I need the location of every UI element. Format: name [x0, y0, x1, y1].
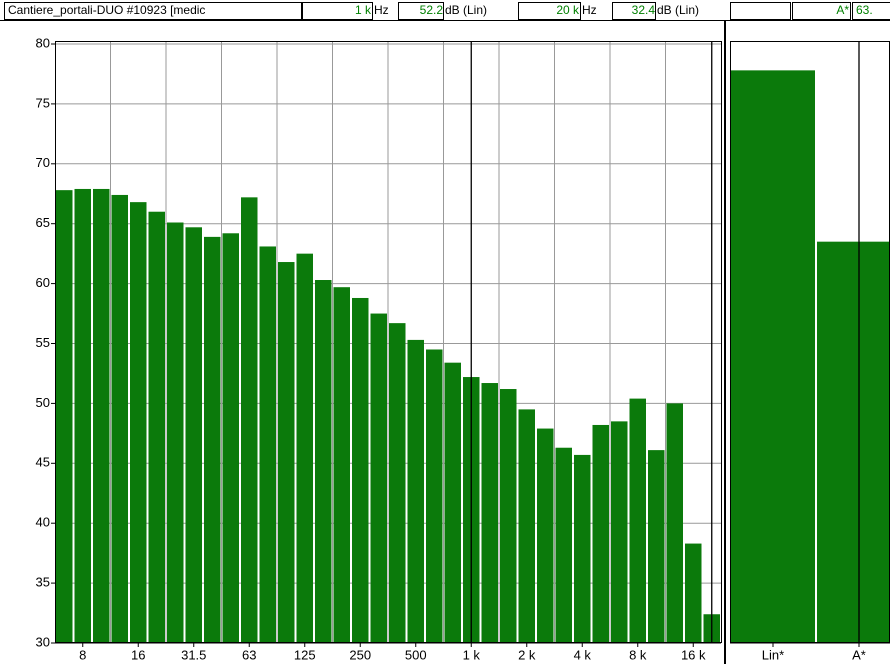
bar — [241, 197, 258, 643]
bar — [296, 253, 313, 643]
bar — [74, 188, 91, 643]
bar — [167, 222, 184, 643]
x-tick-label: 16 k — [681, 647, 706, 662]
overall-level: 63. — [856, 3, 873, 17]
x-tick-label: A* — [852, 647, 866, 662]
bar — [537, 428, 554, 643]
y-tick-label: 80 — [36, 35, 50, 50]
x-tick-label: 250 — [349, 647, 371, 662]
bar — [481, 383, 498, 643]
x-tick-label: 1 k — [463, 647, 481, 662]
bar — [222, 233, 239, 643]
y-tick-label: 75 — [36, 95, 50, 110]
cursor1-unit: Hz — [374, 3, 389, 17]
bar — [93, 188, 110, 643]
weighting-box — [792, 2, 851, 20]
y-tick-label: 55 — [36, 335, 50, 350]
y-tick-label: 40 — [36, 515, 50, 530]
bar — [148, 211, 165, 643]
y-tick-label: 30 — [36, 634, 50, 649]
bar — [555, 447, 572, 643]
y-tick-label: 65 — [36, 215, 50, 230]
bar — [592, 424, 609, 643]
bar — [518, 409, 535, 643]
cursor2-level-unit: dB (Lin) — [657, 3, 699, 17]
x-tick-label: 16 — [131, 647, 145, 662]
bar — [278, 262, 295, 643]
bar — [611, 421, 628, 643]
bar — [444, 362, 461, 643]
x-tick-label: Lin* — [762, 647, 784, 662]
x-tick-label: 8 k — [629, 647, 647, 662]
cursor2-freq: 20 k — [556, 3, 580, 17]
cursor2-level: 32.4 — [632, 3, 656, 17]
freq-box — [518, 2, 581, 20]
y-tick-label: 45 — [36, 455, 50, 470]
bar — [731, 70, 815, 643]
y-tick-label: 60 — [36, 275, 50, 290]
freq-box — [302, 2, 373, 20]
x-tick-label: 63 — [242, 647, 256, 662]
empty-box — [730, 2, 791, 20]
bar — [648, 450, 665, 643]
bar — [111, 194, 128, 643]
bar — [685, 543, 702, 643]
x-tick-label: 2 k — [518, 647, 536, 662]
y-tick-label: 50 — [36, 395, 50, 410]
bar — [574, 454, 591, 643]
title-box — [4, 2, 302, 20]
cursor2-unit: Hz — [582, 3, 597, 17]
bar — [817, 241, 890, 644]
y-tick-label: 35 — [36, 575, 50, 590]
bar — [500, 389, 517, 643]
bar — [426, 349, 443, 643]
bar — [370, 313, 387, 643]
bar — [315, 280, 332, 643]
overall-cursor: A* — [836, 3, 849, 17]
x-tick-label: 4 k — [574, 647, 592, 662]
file-title: Cantiere_portali-DUO #10923 [medic — [8, 3, 205, 17]
bar — [204, 236, 221, 644]
x-tick-label: 500 — [405, 647, 427, 662]
cursor1-freq: 1 k — [355, 3, 372, 17]
x-tick-label: 8 — [79, 647, 86, 662]
bar — [333, 287, 350, 643]
x-tick-label: 31.5 — [181, 647, 206, 662]
bar — [259, 246, 276, 643]
bar — [56, 190, 73, 643]
bar — [629, 398, 646, 643]
cursor1-level-unit: dB (Lin) — [445, 3, 487, 17]
bar — [407, 339, 424, 643]
bar — [130, 202, 147, 644]
level-box — [398, 2, 444, 20]
bar — [389, 323, 406, 643]
bar — [352, 297, 369, 643]
cursor1-level: 52.2 — [420, 3, 444, 17]
y-tick-label: 70 — [36, 155, 50, 170]
level-box — [612, 2, 656, 20]
bar — [666, 403, 683, 643]
x-tick-label: 125 — [294, 647, 316, 662]
bar — [185, 227, 202, 643]
level-box — [852, 2, 890, 20]
